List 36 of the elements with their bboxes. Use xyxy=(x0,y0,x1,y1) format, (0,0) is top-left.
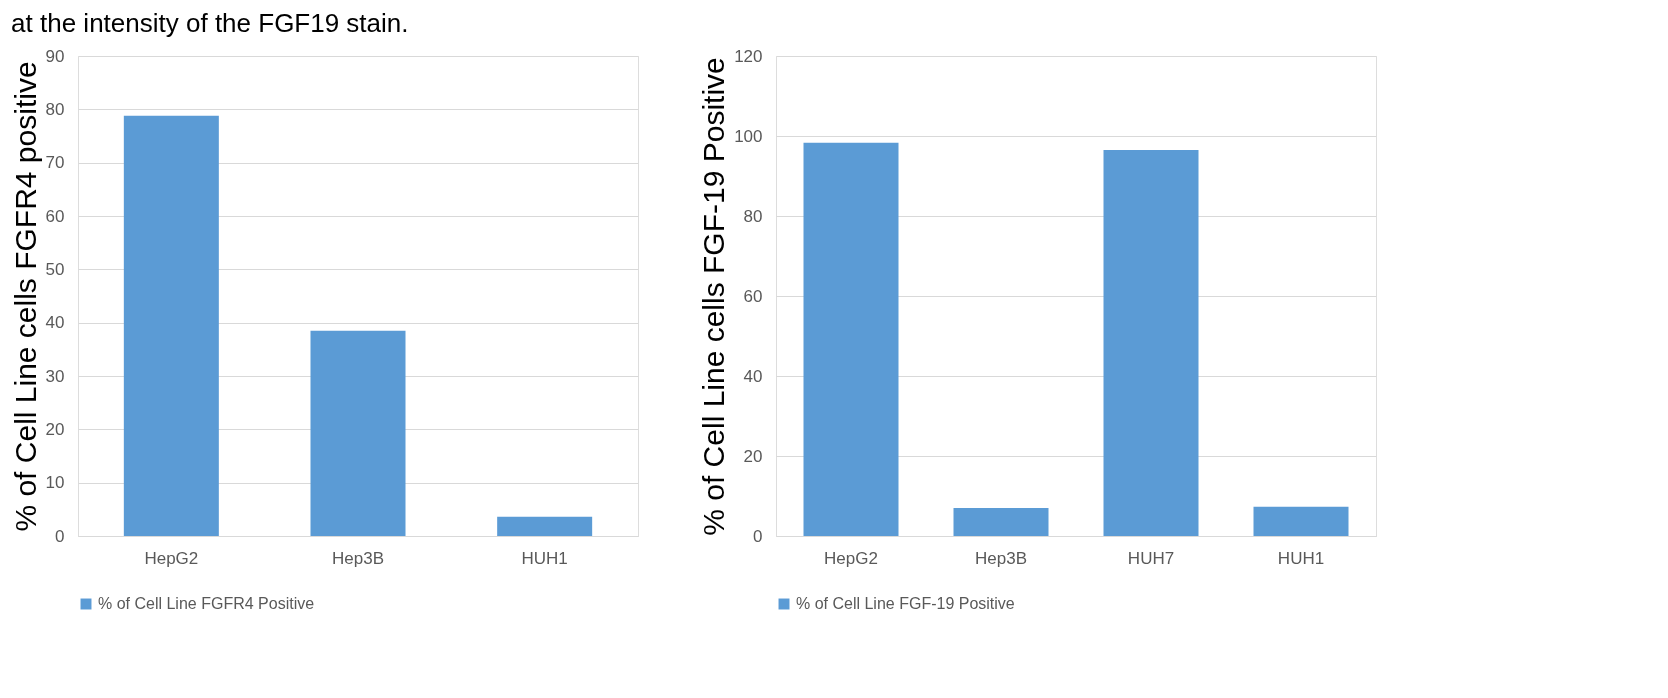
x-tick-label: HUH1 xyxy=(1277,548,1325,568)
y-tick-label: 0 xyxy=(55,526,65,546)
y-tick-label: 80 xyxy=(45,99,65,119)
y-tick-label: 100 xyxy=(734,126,763,146)
bar xyxy=(123,115,219,536)
x-tick-label: Hep3B xyxy=(332,548,384,568)
y-tick-label: 70 xyxy=(45,153,65,173)
bar xyxy=(310,330,406,536)
x-tick-label: Hep3B xyxy=(975,548,1027,568)
y-tick-label: 50 xyxy=(45,259,65,279)
x-tick-label: HUH7 xyxy=(1127,548,1175,568)
y-tick-label: 40 xyxy=(45,313,65,333)
y-tick-label: 10 xyxy=(45,473,65,493)
legend-label: % of Cell Line FGF-19 Positive xyxy=(796,595,1015,612)
x-tick-label: HepG2 xyxy=(824,548,878,568)
bar xyxy=(1253,506,1349,536)
bar xyxy=(1103,150,1199,536)
legend-label: % of Cell Line FGFR4 Positive xyxy=(98,595,315,612)
y-axis-title: % of Cell Line cells FGFR4 positive xyxy=(8,61,42,532)
y-tick-label: 120 xyxy=(734,46,763,66)
y-tick-label: 0 xyxy=(753,526,763,546)
y-tick-label: 20 xyxy=(743,446,763,466)
y-tick-label: 60 xyxy=(743,286,763,306)
bar xyxy=(953,508,1049,536)
y-axis-title: % of Cell Line cells FGF-19 Positive xyxy=(697,57,731,536)
y-tick-label: 20 xyxy=(45,419,65,439)
text: at the intensity of the FGF19 stain. xyxy=(11,8,409,38)
y-tick-label: 30 xyxy=(45,366,65,386)
bar xyxy=(497,516,593,536)
bar xyxy=(803,142,899,536)
y-tick-label: 40 xyxy=(743,366,763,386)
x-tick-label: HUH1 xyxy=(521,548,568,568)
y-tick-label: 80 xyxy=(743,206,763,226)
y-tick-label: 90 xyxy=(45,46,65,66)
y-tick-label: 60 xyxy=(45,206,65,226)
x-tick-label: HepG2 xyxy=(144,548,199,568)
